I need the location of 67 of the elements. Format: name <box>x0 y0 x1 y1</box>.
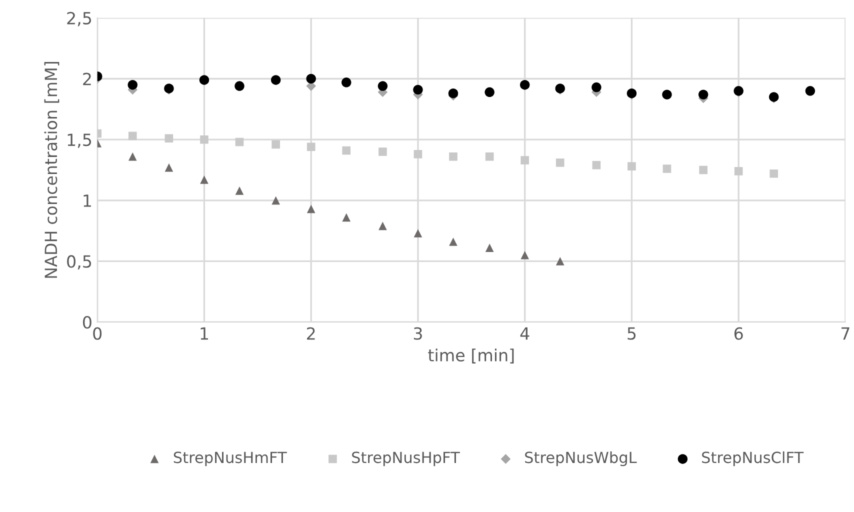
y-tick-label: 2 <box>83 72 91 86</box>
point <box>734 167 743 176</box>
point <box>485 244 494 252</box>
point <box>592 82 602 92</box>
point <box>699 166 708 174</box>
x-tick-label: 4 <box>520 327 530 340</box>
point <box>342 213 351 222</box>
point <box>484 87 494 97</box>
point <box>414 150 422 158</box>
point <box>128 152 137 161</box>
point <box>342 146 351 155</box>
point <box>520 80 530 90</box>
point <box>234 81 244 91</box>
point <box>805 86 816 96</box>
point <box>520 250 530 260</box>
point <box>200 176 208 184</box>
point <box>449 152 458 161</box>
point <box>378 81 388 91</box>
point <box>306 142 316 152</box>
point <box>485 152 494 161</box>
point <box>628 162 636 170</box>
legend-label: StrepNusHpFT <box>352 452 460 466</box>
point <box>272 196 280 205</box>
x-tick-label: 2 <box>307 327 315 340</box>
point <box>164 163 174 172</box>
point <box>698 90 708 100</box>
point <box>413 84 423 95</box>
point <box>306 204 316 214</box>
x-tick-label: 6 <box>734 327 743 340</box>
point <box>270 75 281 85</box>
legend-label: StrepNusClFT <box>702 451 804 466</box>
point <box>556 158 564 167</box>
point <box>448 88 458 98</box>
point <box>662 164 672 173</box>
point <box>235 138 244 146</box>
point <box>414 229 422 238</box>
point <box>662 90 672 100</box>
y-tick-label: 0 <box>82 316 92 329</box>
point <box>378 222 387 230</box>
y-tick-label: 2,5 <box>67 12 92 26</box>
y-tick-label: 1 <box>84 194 91 207</box>
point <box>128 80 138 90</box>
x-tick-label: 1 <box>200 327 208 340</box>
point <box>770 169 778 178</box>
point <box>342 78 352 88</box>
legend-label: StrepNusWbgL <box>525 451 637 466</box>
point <box>128 132 137 140</box>
x-tick-label: 7 <box>842 327 850 340</box>
x-tick-label: 5 <box>628 327 636 340</box>
x-tick-label: 0 <box>93 327 102 340</box>
point <box>235 186 244 195</box>
point <box>306 74 316 84</box>
point <box>199 75 210 85</box>
point <box>449 238 458 246</box>
point <box>378 148 387 156</box>
x-tick-label: 3 <box>414 327 422 340</box>
y-axis-title: NADH concentration [mM] <box>44 62 60 278</box>
y-tick-label: 0,5 <box>67 255 92 270</box>
legend-label: StrepNusHmFT <box>174 452 287 466</box>
y-tick-label: 1,5 <box>68 134 92 148</box>
point <box>520 156 530 164</box>
point <box>556 257 564 266</box>
point <box>200 135 208 144</box>
point <box>272 140 280 149</box>
point <box>592 160 601 170</box>
point <box>164 134 174 143</box>
x-axis-title: time [min] <box>428 348 514 364</box>
